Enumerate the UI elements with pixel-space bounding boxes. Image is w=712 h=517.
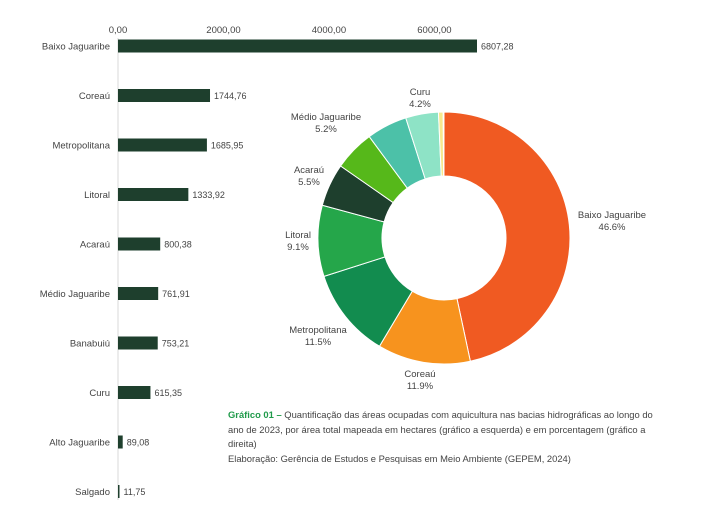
category-label: Coreaú	[79, 91, 110, 102]
x-tick-label: 4000,00	[312, 25, 346, 36]
bar	[118, 188, 189, 201]
slice-percent: 46.6%	[599, 222, 626, 233]
category-label: Médio Jaguaribe	[40, 289, 110, 300]
x-tick-label: 2000,00	[206, 25, 240, 36]
bar	[118, 287, 159, 300]
data-label: 6807,28	[481, 42, 514, 52]
bar	[118, 237, 161, 251]
caption-text: Quantificação das áreas ocupadas com aqu…	[228, 409, 653, 449]
caption-label: Gráfico 01 –	[228, 409, 282, 420]
category-label: Litoral	[84, 190, 110, 201]
slice-percent: 9.1%	[287, 242, 309, 253]
pie-slice	[442, 111, 445, 177]
data-label: 1744,76	[214, 91, 247, 101]
category-label: Salgado	[75, 487, 110, 498]
slice-percent: 11.5%	[305, 337, 332, 348]
bar	[118, 336, 158, 350]
slice-percent: 5.2%	[315, 124, 337, 135]
slice-label: Curu	[410, 87, 431, 98]
data-label: 11,75	[124, 487, 146, 497]
slice-label: Metropolitana	[289, 325, 347, 336]
slice-percent: 5.5%	[298, 177, 320, 188]
bar	[118, 138, 207, 152]
category-label: Banabuiú	[70, 339, 110, 350]
bar	[118, 435, 123, 449]
data-label: 1333,92	[192, 190, 225, 200]
caption-credit: Elaboração: Gerência de Estudos e Pesqui…	[228, 452, 571, 464]
slice-label: Médio Jaguaribe	[291, 112, 361, 123]
x-tick-label: 0,00	[109, 25, 128, 36]
bar-chart: 0,00 2000,00 4000,00 6000,00 Baixo Jaguaribe…	[40, 25, 514, 500]
bar	[118, 89, 211, 102]
bar	[118, 39, 477, 53]
pie-slice	[443, 111, 571, 362]
slice-label: Acaraú	[294, 165, 324, 176]
slice-percent: 4.2%	[409, 99, 431, 110]
data-label: 800,38	[164, 240, 192, 250]
category-label: Baixo Jaguaribe	[42, 42, 110, 53]
data-label: 89,08	[127, 438, 150, 448]
bar	[118, 485, 120, 498]
bar	[118, 386, 151, 399]
slice-label: Litoral	[285, 230, 311, 241]
slice-percent: 11.9%	[407, 381, 434, 392]
category-label: Metropolitana	[52, 141, 110, 152]
slice-label: Baixo Jaguaribe	[578, 210, 646, 221]
category-label: Alto Jaguaribe	[49, 438, 110, 449]
category-label: Curu	[89, 388, 110, 399]
data-label: 753,21	[162, 339, 190, 349]
category-label: Acaraú	[80, 240, 110, 251]
slice-label: Coreaú	[404, 369, 435, 380]
figure-caption: Gráfico 01 – Quantificação das áreas ocu…	[228, 408, 658, 466]
data-label: 615,35	[154, 388, 182, 398]
data-label: 761,91	[162, 289, 190, 299]
data-label: 1685,95	[211, 141, 244, 151]
x-tick-label: 6000,00	[417, 25, 451, 36]
